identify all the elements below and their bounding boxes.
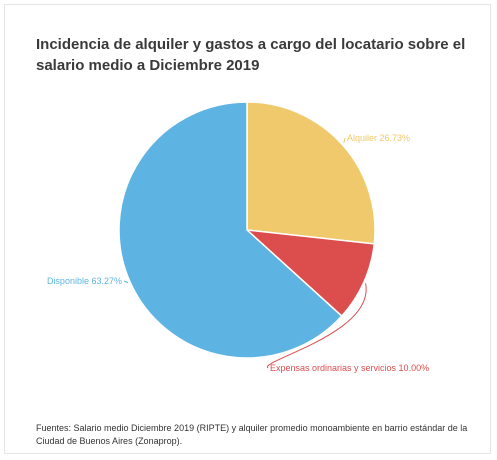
chart-title: Incidencia de alquiler y gastos a cargo … [36, 36, 466, 74]
slice-label: Expensas ordinarias y servicios 10.00% [270, 363, 429, 373]
pie-slice-expensas-ordinarias-y-servicios [244, 229, 376, 318]
slice-label: Disponible 63.27% [47, 276, 122, 286]
leader-line [123, 280, 129, 284]
slice-label: Alquiler 26.73% [347, 133, 410, 143]
source-footnote: Fuentes: Salario medio Diciembre 2019 (R… [36, 423, 468, 446]
chart-frame [4, 4, 491, 454]
pie-slice-alquiler [246, 101, 376, 245]
leader-line [343, 137, 346, 144]
pie-slice-disponible [118, 101, 343, 359]
leader-line [267, 283, 367, 369]
